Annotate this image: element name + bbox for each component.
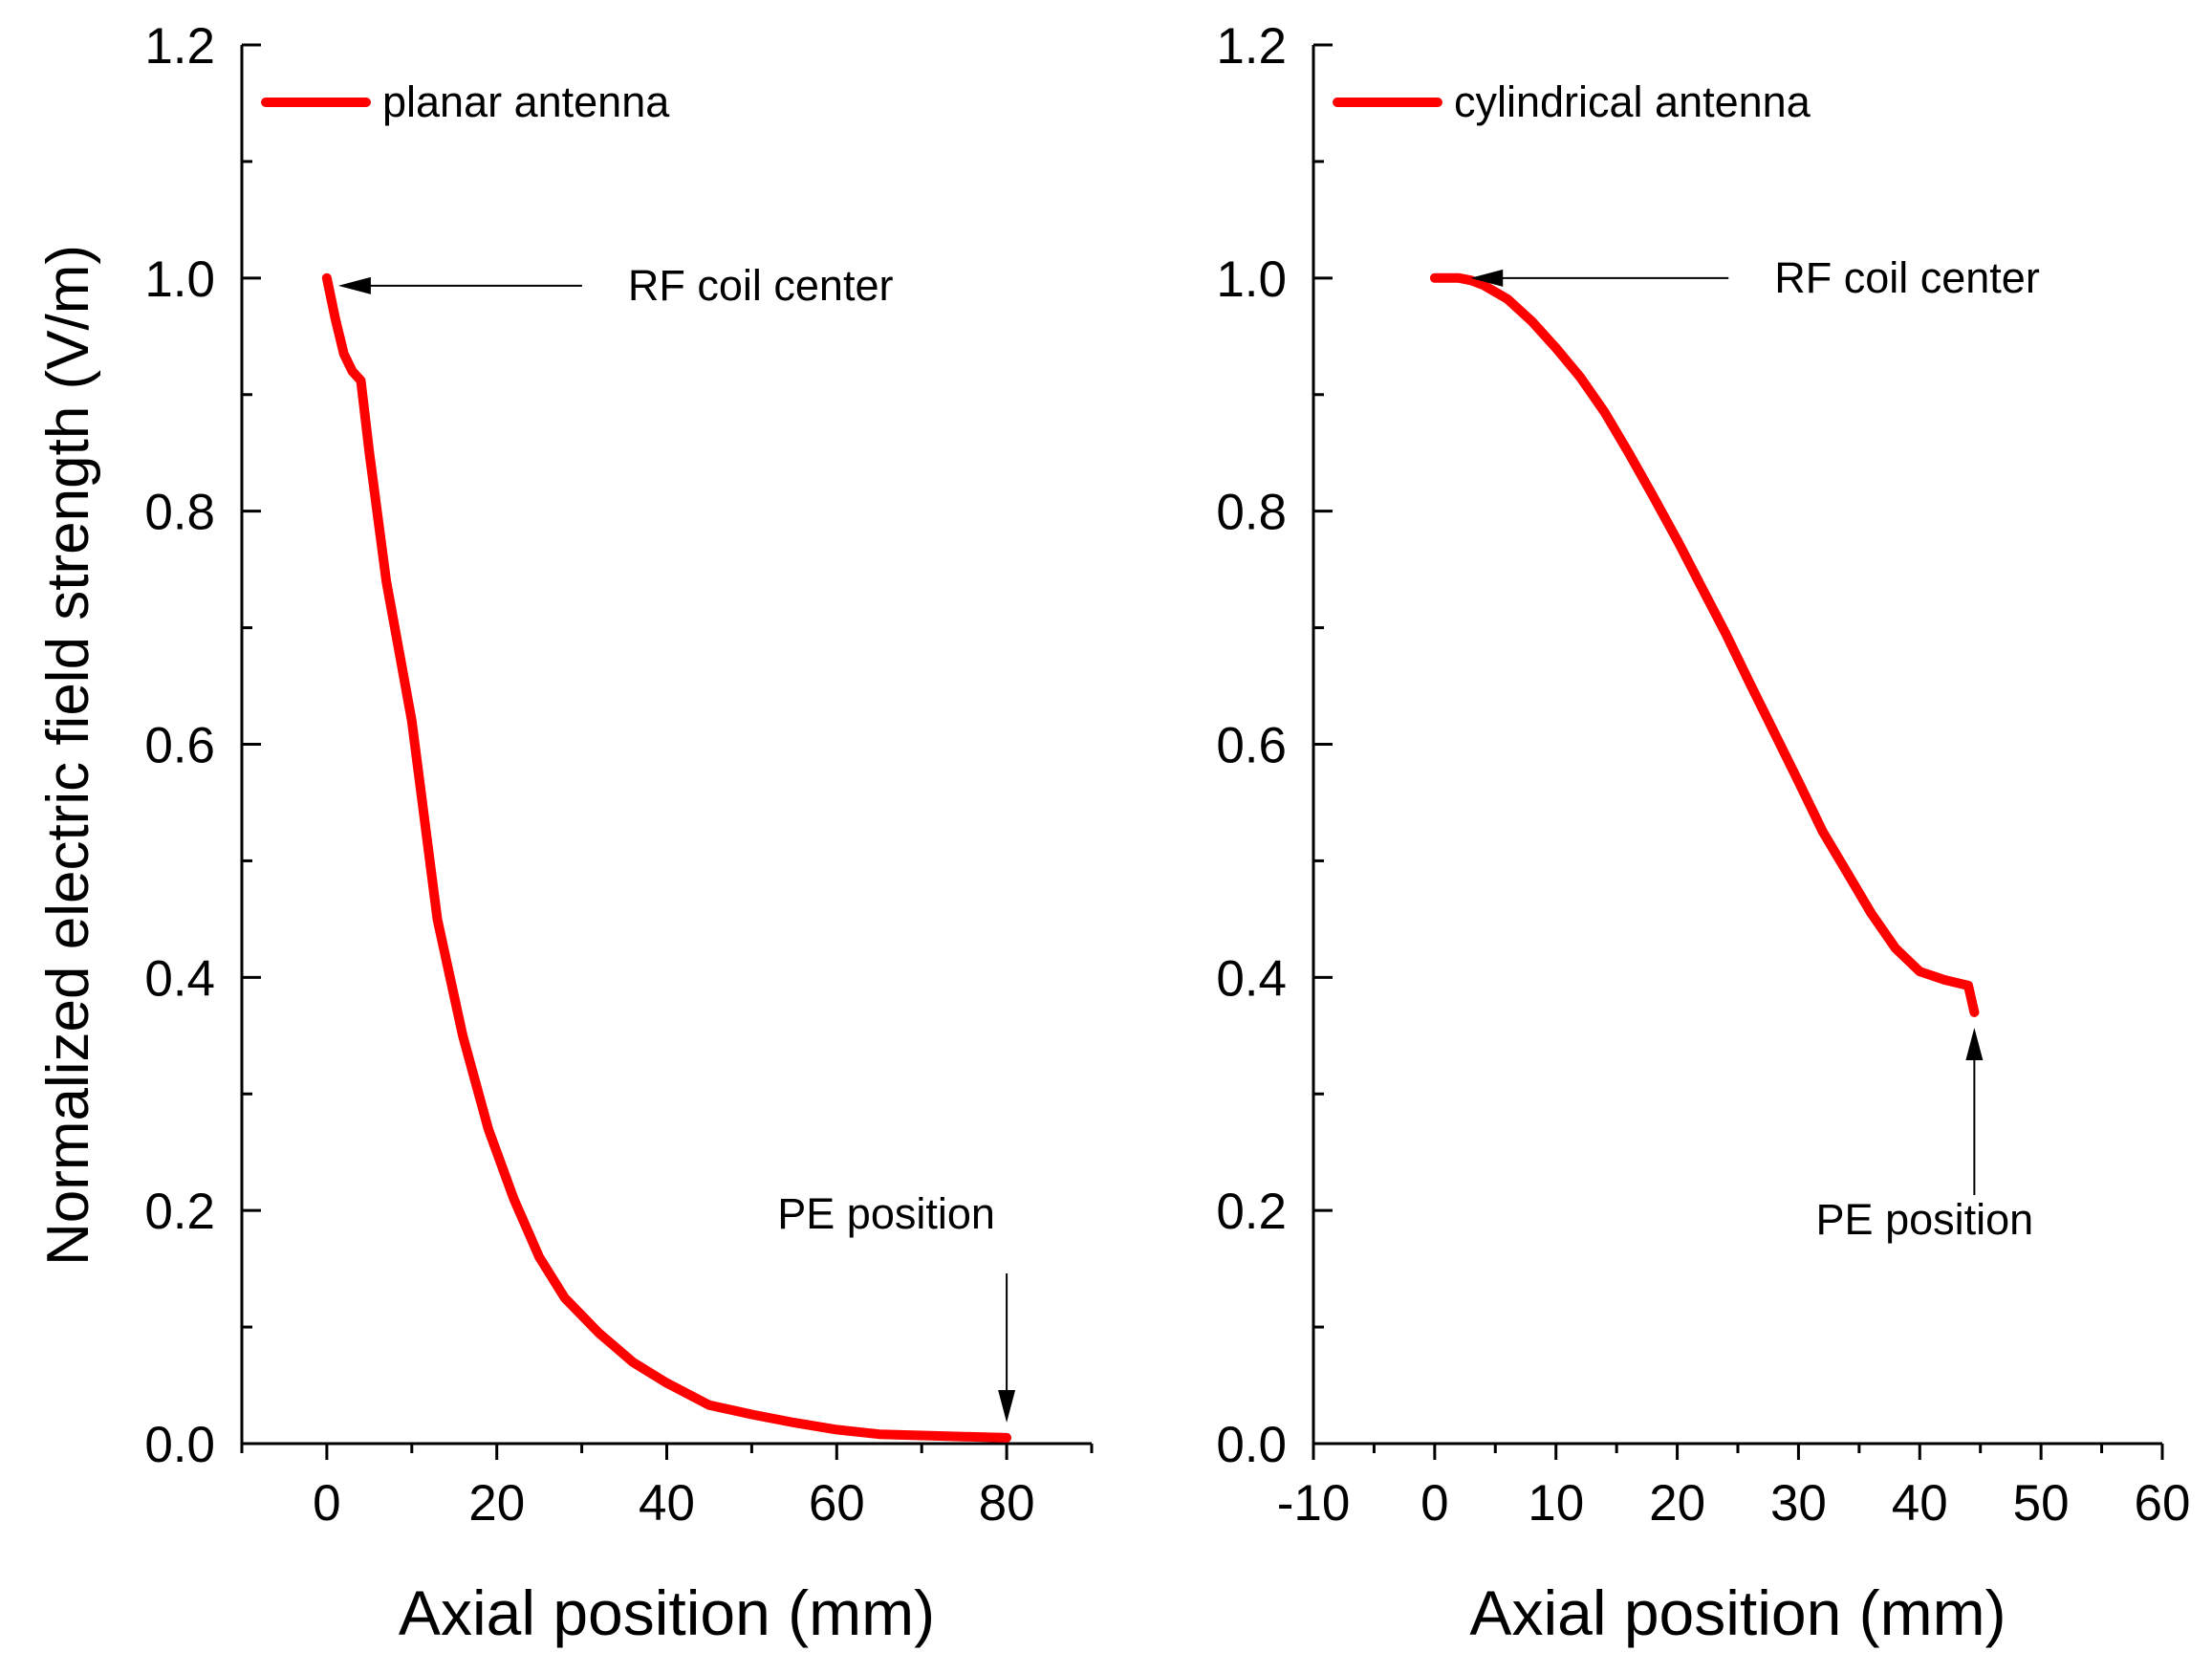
x-tick-label: 20	[1649, 1475, 1705, 1532]
y-tick-label: 0.2	[1216, 1184, 1287, 1240]
annotation-rf-coil-center: RF coil center	[1470, 253, 2040, 302]
y-tick-label: 0.8	[144, 485, 215, 541]
rf-arrow-head	[1470, 269, 1504, 287]
x-tick-label: -10	[1277, 1475, 1351, 1532]
legend-label-planar-antenna: planar antenna	[382, 77, 670, 126]
rf-coil-center-label: RF coil center	[628, 261, 894, 310]
panel-planar: 0.0 0.2 0.4 0.6 0.8 1.0 1.2 0 20 40 60 80 planar a…	[144, 18, 1094, 1648]
y-tick-label: 1.2	[1216, 18, 1287, 75]
y-tick-label: 0.4	[1216, 950, 1287, 1007]
y-axis-title: Normalized electric field strength (V/m)	[35, 245, 101, 1266]
pe-position-label: PE position	[1816, 1195, 2034, 1244]
x-tick-label: 40	[639, 1475, 695, 1532]
y-tick-label: 0.6	[144, 718, 215, 774]
panel-cylindrical: 0.0 0.2 0.4 0.6 0.8 1.0 1.2 -10 0 10 20 30 40 50 60 c…	[1216, 18, 2190, 1648]
x-tick-label: 0	[313, 1475, 340, 1532]
x-tick-label: 60	[809, 1475, 865, 1532]
x-ticks: 0 20 40 60 80	[240, 1444, 1094, 1532]
pe-position-label: PE position	[777, 1189, 995, 1238]
rf-coil-center-label: RF coil center	[1774, 253, 2040, 302]
y-tick-label: 1.2	[144, 18, 215, 75]
legend-label-cylindrical-antenna: cylindrical antenna	[1454, 77, 1811, 126]
rf-arrow-head	[337, 276, 371, 294]
y-ticks: 0.0 0.2 0.4 0.6 0.8 1.0 1.2	[1216, 18, 1333, 1473]
x-tick-label: 20	[468, 1475, 525, 1532]
x-tick-label: 30	[1770, 1475, 1827, 1532]
x-tick-label: 10	[1528, 1475, 1584, 1532]
series-line-planar-antenna	[321, 272, 1012, 1443]
pe-arrow-head	[998, 1390, 1016, 1423]
x-ticks: -10 0 10 20 30 40 50 60	[1277, 1444, 2191, 1532]
y-tick-label: 0.6	[1216, 718, 1287, 774]
y-ticks: 0.0 0.2 0.4 0.6 0.8 1.0 1.2	[144, 18, 261, 1473]
y-tick-label: 1.0	[144, 251, 215, 308]
y-tick-label: 0.0	[144, 1417, 215, 1473]
y-tick-label: 0.8	[1216, 485, 1287, 541]
x-tick-label: 50	[2013, 1475, 2070, 1532]
y-tick-label: 1.0	[1216, 251, 1287, 308]
annotation-pe-position: PE position	[1816, 1028, 2034, 1244]
annotation-rf-coil-center: RF coil center	[337, 261, 894, 310]
x-tick-label: 0	[1420, 1475, 1448, 1532]
y-tick-label: 0.4	[144, 950, 215, 1007]
x-tick-label: 60	[2135, 1475, 2191, 1532]
x-axis-title-cylindrical: Axial position (mm)	[1469, 1577, 2006, 1648]
y-tick-label: 0.2	[144, 1184, 215, 1240]
y-tick-label: 0.0	[1216, 1417, 1287, 1473]
x-tick-label: 80	[979, 1475, 1035, 1532]
annotation-pe-position: PE position	[777, 1189, 1016, 1423]
series-line-cylindrical-antenna	[1429, 272, 1980, 1017]
x-axis-title-planar: Axial position (mm)	[399, 1577, 935, 1648]
x-tick-label: 40	[1892, 1475, 1948, 1532]
pe-arrow-head	[1965, 1028, 1984, 1061]
